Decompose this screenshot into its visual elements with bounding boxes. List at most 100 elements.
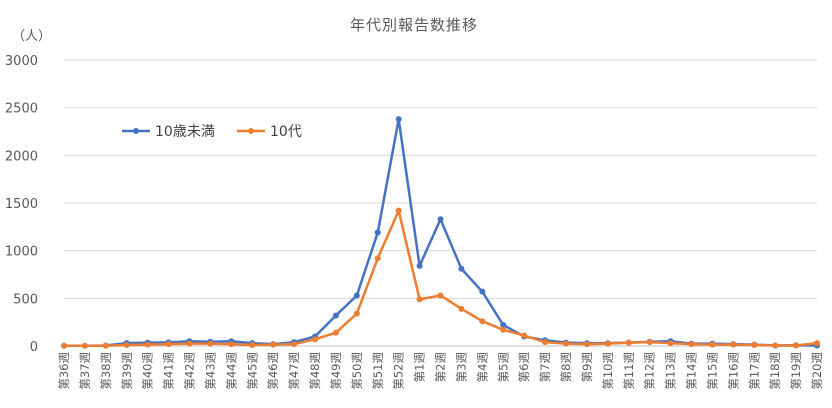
x-tick-label: 第42週 bbox=[183, 352, 197, 390]
data-point bbox=[646, 339, 653, 346]
data-point bbox=[479, 318, 486, 325]
data-point bbox=[61, 342, 67, 349]
x-tick-label: 第6週 bbox=[517, 352, 531, 383]
x-tick-label: 第8週 bbox=[559, 352, 573, 383]
data-point bbox=[563, 340, 569, 347]
y-tick-label: 3000 bbox=[5, 54, 38, 69]
data-point bbox=[353, 310, 360, 317]
y-axis-ticks: 0 500 1000 1500 2000 2500 3000 bbox=[5, 54, 38, 355]
legend-label: 10代 bbox=[270, 124, 302, 140]
data-point bbox=[542, 339, 549, 346]
x-tick-label: 第48週 bbox=[308, 352, 322, 390]
data-point bbox=[458, 265, 465, 272]
x-tick-label: 第40週 bbox=[141, 352, 155, 390]
x-axis-ticks: 第36週 第37週 第38週 第39週 第40週 第41週 第42週 第43週 第44週 第45週… bbox=[57, 352, 824, 390]
y-tick-label: 1000 bbox=[5, 245, 38, 260]
legend-swatch-marker bbox=[133, 128, 139, 134]
data-point bbox=[416, 296, 423, 303]
data-point bbox=[353, 292, 360, 299]
x-tick-label: 第10週 bbox=[601, 352, 615, 390]
data-point bbox=[165, 341, 172, 348]
data-point bbox=[332, 329, 339, 336]
x-tick-label: 第19週 bbox=[789, 352, 803, 390]
x-tick-label: 第47週 bbox=[287, 352, 301, 390]
legend-label: 10歳未満 bbox=[155, 124, 215, 140]
x-tick-label: 第51週 bbox=[371, 352, 385, 390]
data-point bbox=[793, 342, 800, 349]
legend-item: 10代 bbox=[237, 124, 302, 140]
data-point bbox=[144, 341, 151, 348]
data-point bbox=[479, 288, 486, 295]
series-2 bbox=[61, 207, 820, 349]
x-tick-label: 第1週 bbox=[413, 352, 427, 383]
data-point bbox=[437, 216, 444, 223]
x-tick-label: 第4週 bbox=[475, 352, 489, 383]
data-point bbox=[270, 341, 277, 348]
y-tick-label: 500 bbox=[13, 292, 38, 307]
x-tick-label: 第9週 bbox=[580, 352, 594, 383]
data-point bbox=[332, 312, 339, 319]
series-line bbox=[63, 117, 818, 348]
data-point bbox=[291, 341, 298, 348]
x-tick-label: 第38週 bbox=[99, 352, 113, 390]
data-point bbox=[374, 229, 381, 236]
series-line bbox=[64, 209, 818, 348]
data-point bbox=[709, 341, 716, 348]
data-point bbox=[186, 340, 193, 347]
data-point bbox=[312, 336, 318, 343]
legend-swatch-marker bbox=[248, 128, 254, 134]
data-point bbox=[374, 255, 381, 262]
data-point bbox=[500, 322, 507, 329]
data-point bbox=[395, 116, 402, 123]
series-lines bbox=[61, 116, 820, 349]
data-point bbox=[625, 339, 632, 346]
legend: 10歳未満 10代 bbox=[122, 124, 302, 140]
data-point bbox=[521, 332, 528, 339]
data-point bbox=[437, 292, 444, 299]
x-tick-label: 第49週 bbox=[329, 352, 343, 390]
x-tick-label: 第41週 bbox=[162, 352, 176, 390]
y-tick-label: 2500 bbox=[5, 102, 38, 117]
data-point bbox=[667, 340, 674, 347]
data-point bbox=[249, 342, 256, 349]
y-tick-label: 1500 bbox=[5, 197, 38, 212]
x-tick-label: 第16週 bbox=[726, 352, 740, 390]
x-tick-label: 第52週 bbox=[392, 352, 406, 390]
x-tick-label: 第2週 bbox=[434, 352, 448, 383]
x-tick-label: 第11週 bbox=[622, 352, 636, 390]
x-tick-label: 第44週 bbox=[224, 352, 238, 390]
x-tick-label: 第20週 bbox=[810, 352, 824, 390]
data-point bbox=[814, 340, 820, 347]
x-tick-label: 第12週 bbox=[643, 352, 657, 390]
x-tick-label: 第18週 bbox=[768, 352, 782, 390]
x-tick-label: 第15週 bbox=[705, 352, 719, 390]
gridlines bbox=[64, 59, 817, 347]
x-tick-label: 第14週 bbox=[685, 352, 699, 390]
x-tick-label: 第3週 bbox=[454, 352, 468, 383]
x-tick-label: 第7週 bbox=[538, 352, 552, 383]
y-axis-unit-label: （人） bbox=[12, 29, 51, 44]
x-tick-label: 第17週 bbox=[747, 352, 761, 390]
y-tick-label: 2000 bbox=[5, 149, 38, 164]
x-tick-label: 第36週 bbox=[57, 352, 71, 390]
data-point bbox=[228, 341, 235, 348]
legend-item: 10歳未満 bbox=[122, 124, 215, 140]
x-tick-label: 第50週 bbox=[350, 352, 364, 390]
data-point bbox=[772, 342, 779, 349]
x-tick-label: 第13週 bbox=[664, 352, 678, 390]
x-tick-label: 第37週 bbox=[78, 352, 92, 390]
x-tick-label: 第5週 bbox=[496, 352, 510, 383]
data-point bbox=[688, 341, 695, 348]
data-point bbox=[123, 342, 130, 349]
chart-title: 年代別報告数推移 bbox=[350, 16, 478, 34]
series-1 bbox=[61, 116, 820, 349]
data-point bbox=[395, 207, 402, 214]
data-point bbox=[751, 342, 758, 349]
data-point bbox=[730, 341, 737, 348]
data-point bbox=[207, 340, 214, 347]
data-point bbox=[416, 262, 423, 269]
x-tick-label: 第39週 bbox=[120, 352, 134, 390]
data-point bbox=[604, 340, 611, 347]
